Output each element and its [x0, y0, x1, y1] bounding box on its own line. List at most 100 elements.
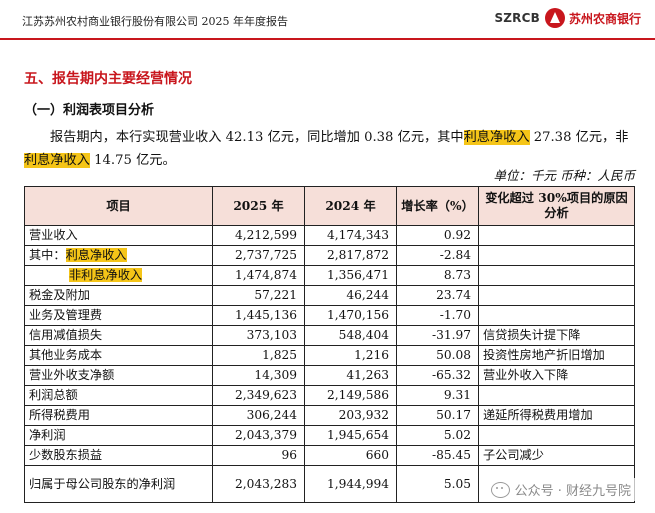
row-2025: 14,309: [212, 365, 305, 386]
row-2025: 1,474,874: [212, 265, 305, 286]
report-title: 江苏苏州农村商业银行股份有限公司 2025 年年度报告: [22, 15, 288, 28]
highlighted-term: 利息净收入: [65, 248, 127, 262]
row-reason: 营业外收入下降: [478, 365, 635, 386]
highlighted-term: 利息净收入: [24, 153, 90, 168]
row-2024: 46,244: [304, 285, 397, 306]
header-growth: 增长率（%）: [396, 186, 479, 226]
row-2025: 373,103: [212, 325, 305, 346]
row-2025: 1,445,136: [212, 305, 305, 326]
row-growth: -31.97: [396, 325, 479, 346]
logo-name: 苏州农商银行: [568, 11, 641, 26]
table-row: 税金及附加 57,221 46,244 23.74: [24, 285, 635, 306]
row-2024: 1,945,654: [304, 425, 397, 446]
table-row: 营业收入 4,212,599 4,174,343 0.92: [24, 225, 635, 246]
row-reason: 信贷损失计提下降: [478, 325, 635, 346]
bank-logo: SZRCB 苏州农商银行: [494, 6, 641, 30]
row-reason: [478, 285, 635, 306]
row-reason: [478, 425, 635, 446]
row-2025: 4,212,599: [212, 225, 305, 246]
row-2025: 2,043,379: [212, 425, 305, 446]
row-growth: 0.92: [396, 225, 479, 246]
table-header-row: 项目 2025 年 2024 年 增长率（%） 变化超过 30%项目的原因分析: [24, 186, 635, 226]
row-growth: -2.84: [396, 245, 479, 266]
row-2024: 1,470,156: [304, 305, 397, 326]
row-item: 信用减值损失: [24, 325, 213, 346]
highlighted-term: 利息净收入: [463, 130, 530, 145]
row-item: 所得税费用: [24, 405, 213, 426]
paragraph-text: 报告期内，本行实现营业收入 42.13 亿元，同比增加 0.38 亿元，其中: [50, 130, 464, 145]
row-2025: 306,244: [212, 405, 305, 426]
row-growth: 5.02: [396, 425, 479, 446]
wechat-icon: [490, 481, 510, 498]
row-2024: 1,944,994: [304, 465, 397, 503]
row-item: 营业外收支净额: [24, 365, 213, 386]
row-item: 少数股东损益: [24, 445, 213, 466]
table-row: 少数股东损益 96 660 -85.45 子公司减少: [24, 445, 635, 466]
row-item: 营业收入: [24, 225, 213, 246]
row-item-prefix: 其中：: [29, 248, 66, 262]
row-item: 利润总额: [24, 385, 213, 406]
row-growth: 23.74: [396, 285, 479, 306]
table-row: 净利润 2,043,379 1,945,654 5.02: [24, 425, 635, 446]
header-2024: 2024 年: [304, 186, 397, 226]
row-growth: 8.73: [396, 265, 479, 286]
row-item: 其中：利息净收入: [24, 245, 213, 266]
row-2025: 96: [212, 445, 305, 466]
row-growth: 50.08: [396, 345, 479, 366]
logo-mark-icon: [544, 8, 565, 28]
row-2024: 660: [304, 445, 397, 466]
watermark-text: 公众号 · 财经九号院: [514, 484, 631, 499]
table-row: 业务及管理费 1,445,136 1,470,156 -1.70: [24, 305, 635, 326]
table-row: 其中：利息净收入 2,737,725 2,817,872 -2.84: [24, 245, 635, 266]
row-2025: 2,043,283: [212, 465, 305, 503]
table-row: 利润总额 2,349,623 2,149,586 9.31: [24, 385, 635, 406]
table-row: 信用减值损失 373,103 548,404 -31.97 信贷损失计提下降: [24, 325, 635, 346]
row-reason: [478, 385, 635, 406]
logo-code: SZRCB: [494, 11, 540, 25]
row-growth: -85.45: [396, 445, 479, 466]
sub-title: （一）利润表项目分析: [24, 103, 155, 118]
row-item: 非利息净收入: [24, 265, 213, 286]
row-reason: [478, 305, 635, 326]
header-item: 项目: [24, 186, 213, 226]
row-2025: 2,737,725: [212, 245, 305, 266]
row-2025: 1,825: [212, 345, 305, 366]
table-row: 所得税费用 306,244 203,932 50.17 递延所得税费用增加: [24, 405, 635, 426]
row-item: 税金及附加: [24, 285, 213, 306]
header-reason: 变化超过 30%项目的原因分析: [478, 186, 635, 226]
paragraph-text: 27.38 亿元，非: [529, 130, 629, 145]
row-item: 业务及管理费: [24, 305, 213, 326]
header-divider: [0, 38, 655, 40]
paragraph-text: 14.75 亿元。: [89, 153, 176, 168]
row-2025: 2,349,623: [212, 385, 305, 406]
row-growth: 5.05: [396, 465, 479, 503]
section-title: 五、报告期内主要经营情况: [24, 71, 192, 87]
row-item: 归属于母公司股东的净利润: [24, 465, 213, 503]
row-reason: [478, 265, 635, 286]
row-reason: 投资性房地产折旧增加: [478, 345, 635, 366]
report-header: 江苏苏州农村商业银行股份有限公司 2025 年年度报告 SZRCB 苏州农商银行: [0, 0, 655, 38]
table-row: 营业外收支净额 14,309 41,263 -65.32 营业外收入下降: [24, 365, 635, 386]
row-2025: 57,221: [212, 285, 305, 306]
table-row: 其他业务成本 1,825 1,216 50.08 投资性房地产折旧增加: [24, 345, 635, 366]
row-reason: [478, 245, 635, 266]
row-2024: 1,356,471: [304, 265, 397, 286]
row-item: 净利润: [24, 425, 213, 446]
row-growth: 9.31: [396, 385, 479, 406]
row-2024: 2,149,586: [304, 385, 397, 406]
row-growth: 50.17: [396, 405, 479, 426]
row-2024: 4,174,343: [304, 225, 397, 246]
row-reason: 子公司减少: [478, 445, 635, 466]
watermark: 公众号 · 财经九号院: [486, 478, 635, 501]
table-row: 非利息净收入 1,474,874 1,356,471 8.73: [24, 265, 635, 286]
row-2024: 41,263: [304, 365, 397, 386]
summary-paragraph: 报告期内，本行实现营业收入 42.13 亿元，同比增加 0.38 亿元，其中利息…: [24, 126, 636, 172]
row-growth: -1.70: [396, 305, 479, 326]
row-2024: 2,817,872: [304, 245, 397, 266]
row-reason: 递延所得税费用增加: [478, 405, 635, 426]
row-item: 其他业务成本: [24, 345, 213, 366]
row-growth: -65.32: [396, 365, 479, 386]
row-reason: [478, 225, 635, 246]
row-2024: 203,932: [304, 405, 397, 426]
highlighted-term: 非利息净收入: [69, 268, 143, 282]
